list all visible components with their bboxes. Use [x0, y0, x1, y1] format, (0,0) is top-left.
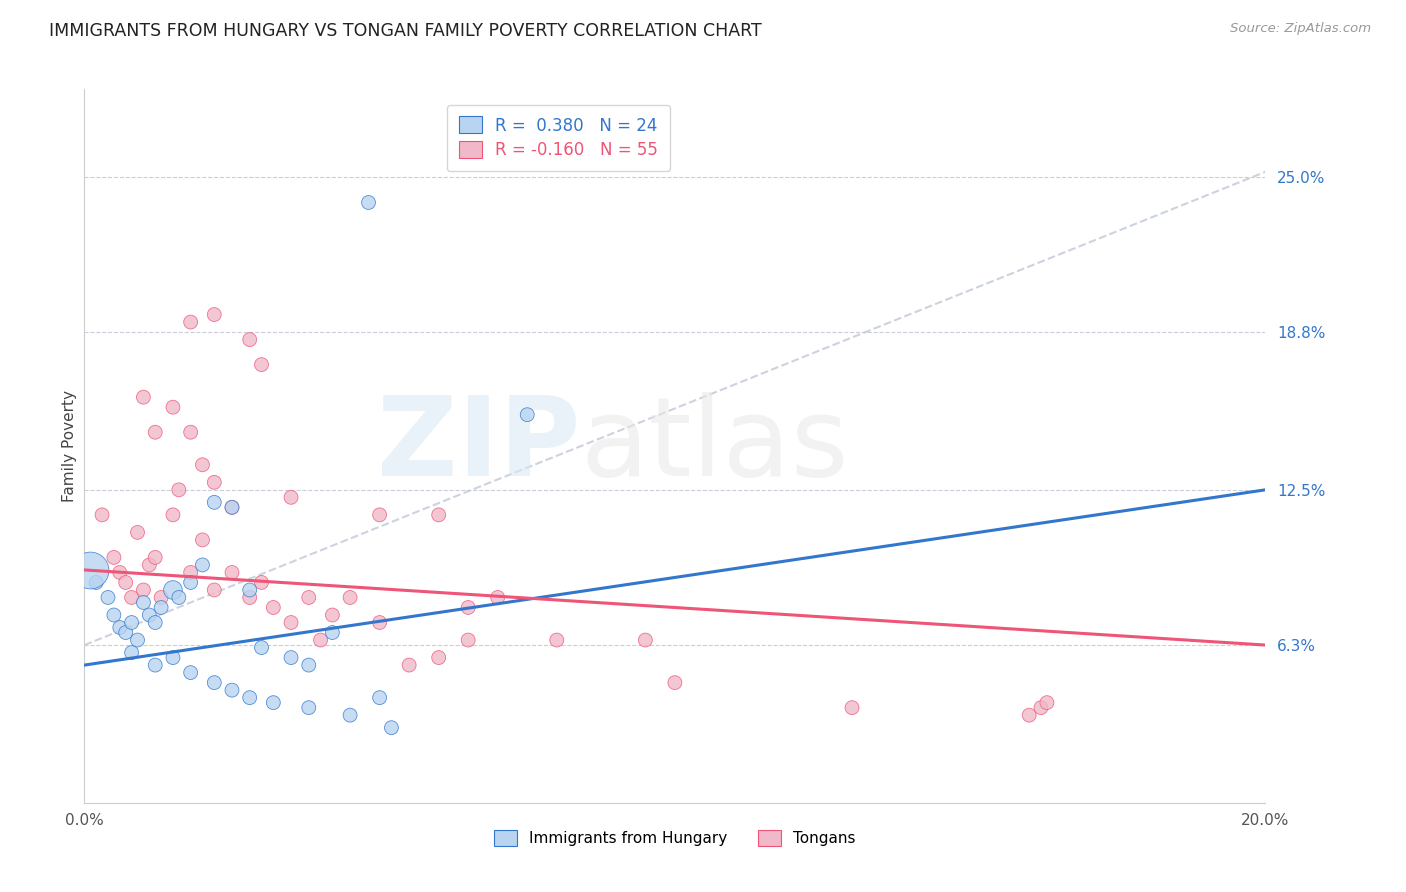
Point	[841, 700, 863, 714]
Point	[202, 475, 225, 490]
Point	[79, 563, 101, 577]
Point	[221, 500, 243, 515]
Point	[121, 591, 143, 605]
Point	[114, 575, 136, 590]
Point	[84, 575, 107, 590]
Point	[486, 591, 509, 605]
Point	[221, 500, 243, 515]
Point	[457, 633, 479, 648]
Point	[121, 615, 143, 630]
Point	[162, 582, 184, 597]
Point	[202, 675, 225, 690]
Y-axis label: Family Poverty: Family Poverty	[62, 390, 77, 502]
Point	[167, 591, 190, 605]
Point	[634, 633, 657, 648]
Point	[280, 650, 302, 665]
Point	[262, 696, 284, 710]
Point	[103, 550, 125, 565]
Point	[1029, 700, 1052, 714]
Point	[150, 600, 173, 615]
Point	[339, 708, 361, 723]
Point	[202, 308, 225, 322]
Point	[250, 575, 273, 590]
Text: atlas: atlas	[581, 392, 849, 500]
Point	[180, 575, 202, 590]
Point	[180, 315, 202, 329]
Point	[121, 646, 143, 660]
Point	[546, 633, 568, 648]
Point	[108, 566, 131, 580]
Point	[127, 633, 149, 648]
Point	[427, 508, 450, 522]
Point	[167, 483, 190, 497]
Point	[191, 458, 214, 472]
Text: Source: ZipAtlas.com: Source: ZipAtlas.com	[1230, 22, 1371, 36]
Point	[132, 595, 155, 609]
Point	[309, 633, 332, 648]
Point	[191, 558, 214, 572]
Point	[191, 533, 214, 547]
Point	[280, 491, 302, 505]
Point	[143, 550, 166, 565]
Point	[162, 650, 184, 665]
Point	[339, 591, 361, 605]
Point	[239, 591, 262, 605]
Point	[239, 690, 262, 705]
Point	[1036, 696, 1059, 710]
Point	[180, 665, 202, 680]
Point	[321, 625, 343, 640]
Point	[143, 615, 166, 630]
Point	[239, 333, 262, 347]
Point	[457, 600, 479, 615]
Point	[321, 607, 343, 622]
Point	[103, 607, 125, 622]
Point	[221, 566, 243, 580]
Point	[427, 650, 450, 665]
Point	[250, 358, 273, 372]
Point	[368, 615, 391, 630]
Point	[143, 658, 166, 673]
Legend: Immigrants from Hungary, Tongans: Immigrants from Hungary, Tongans	[488, 824, 862, 852]
Point	[97, 591, 120, 605]
Point	[398, 658, 420, 673]
Point	[202, 495, 225, 509]
Point	[239, 582, 262, 597]
Text: IMMIGRANTS FROM HUNGARY VS TONGAN FAMILY POVERTY CORRELATION CHART: IMMIGRANTS FROM HUNGARY VS TONGAN FAMILY…	[49, 22, 762, 40]
Point	[132, 390, 155, 404]
Point	[91, 508, 114, 522]
Point	[180, 425, 202, 440]
Point	[250, 640, 273, 655]
Point	[143, 425, 166, 440]
Point	[162, 508, 184, 522]
Point	[108, 621, 131, 635]
Point	[180, 566, 202, 580]
Point	[221, 683, 243, 698]
Point	[114, 625, 136, 640]
Point	[138, 607, 160, 622]
Point	[298, 591, 321, 605]
Point	[1018, 708, 1040, 723]
Point	[298, 658, 321, 673]
Point	[368, 690, 391, 705]
Point	[298, 700, 321, 714]
Point	[280, 615, 302, 630]
Text: ZIP: ZIP	[377, 392, 581, 500]
Point	[380, 721, 402, 735]
Point	[202, 582, 225, 597]
Point	[132, 582, 155, 597]
Point	[127, 525, 149, 540]
Point	[516, 408, 538, 422]
Point	[162, 400, 184, 414]
Point	[138, 558, 160, 572]
Point	[368, 508, 391, 522]
Point	[357, 194, 380, 209]
Point	[150, 591, 173, 605]
Point	[262, 600, 284, 615]
Point	[664, 675, 686, 690]
